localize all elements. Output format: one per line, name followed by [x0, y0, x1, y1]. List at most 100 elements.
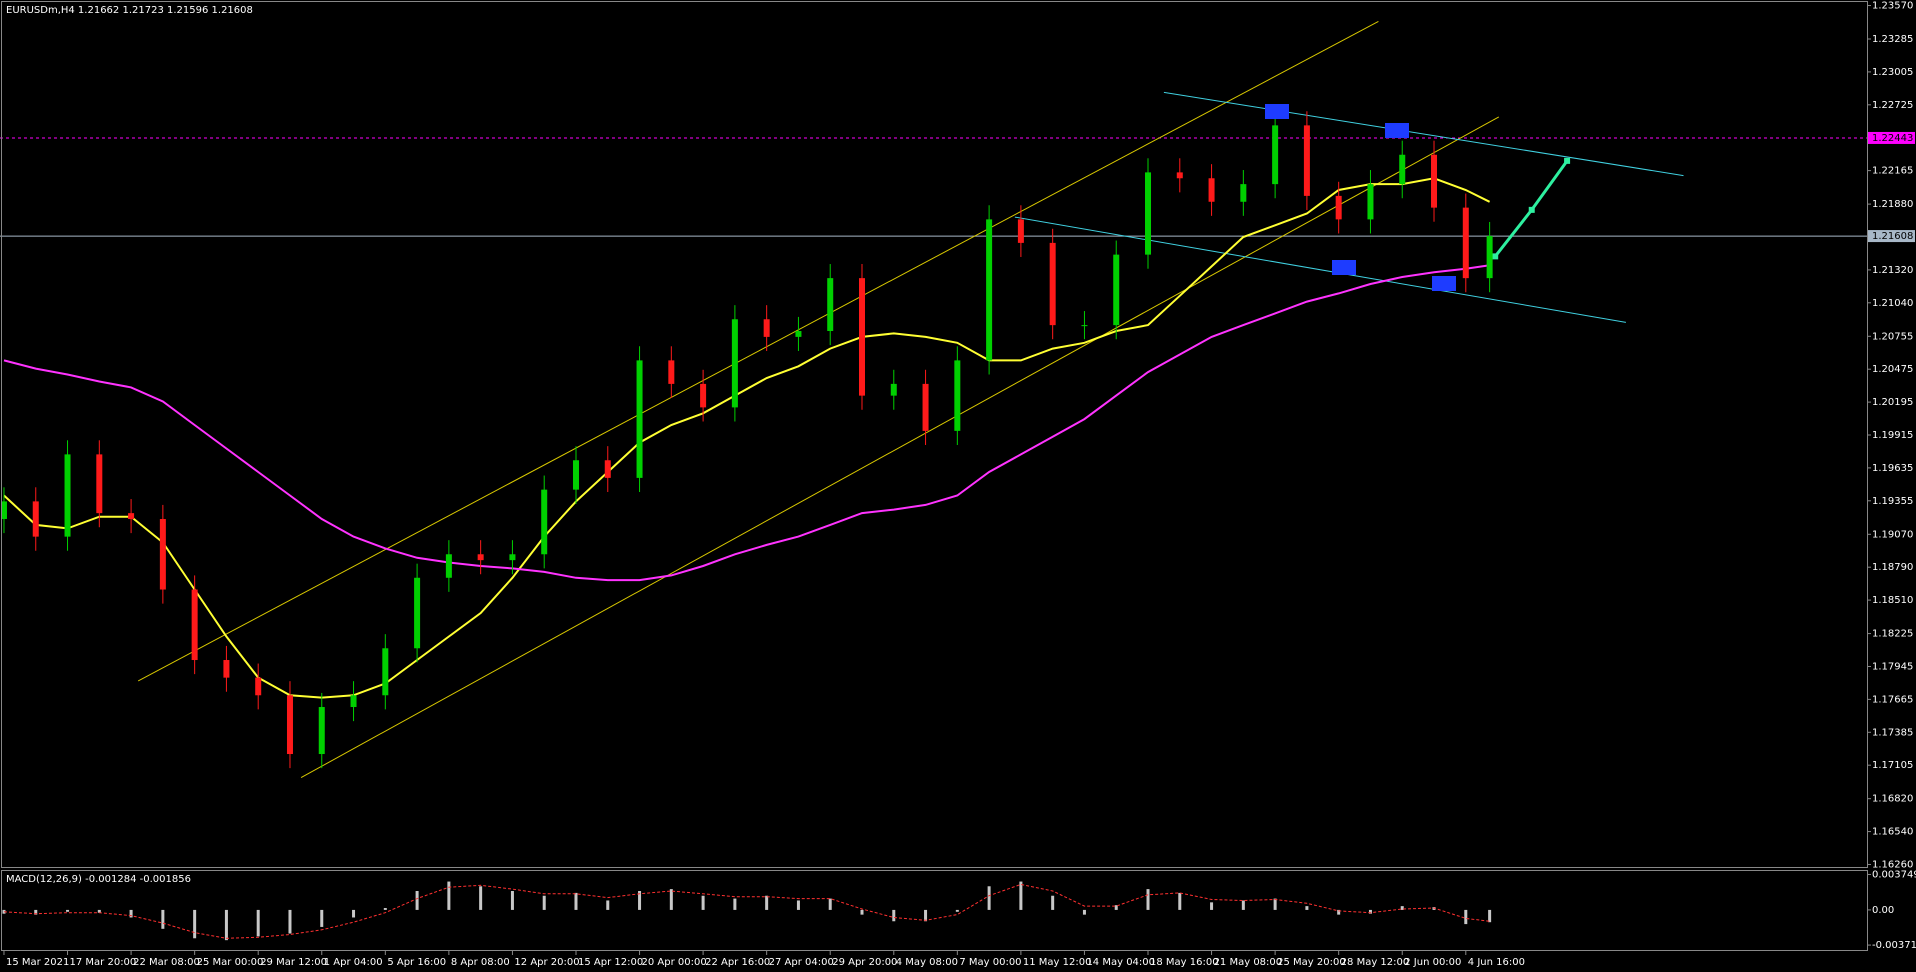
- macd-bar: [828, 898, 832, 910]
- candle-body: [1367, 184, 1374, 220]
- candle-body: [350, 695, 357, 708]
- x-tick-label: 25 Mar 00:00: [197, 957, 264, 968]
- macd-bar: [352, 909, 356, 918]
- macd-bar: [1464, 909, 1468, 925]
- candle-body: [700, 383, 707, 408]
- y-tick-label: 1.16260: [1872, 859, 1913, 870]
- candle-body: [1240, 184, 1247, 202]
- macd-bar: [447, 881, 451, 910]
- candle-body: [1049, 242, 1056, 326]
- candle-body: [382, 648, 389, 696]
- x-tick-label: 8 Apr 08:00: [451, 957, 510, 968]
- macd-bar: [1178, 892, 1182, 910]
- candle-body: [763, 319, 770, 337]
- macd-bar: [574, 892, 578, 910]
- macd-bar: [638, 891, 642, 910]
- y-tick-label: 1.16540: [1872, 827, 1913, 838]
- macd-bar: [987, 886, 991, 910]
- macd-bar: [320, 909, 324, 927]
- y-tick-label: 1.17105: [1872, 760, 1913, 771]
- x-tick-label: 1 Apr 04:00: [324, 957, 383, 968]
- macd-bar: [1019, 881, 1023, 910]
- macd-bar: [1146, 889, 1150, 910]
- macd-bar: [1051, 895, 1055, 910]
- macd-bar: [1368, 909, 1372, 914]
- candle-body: [1486, 236, 1493, 279]
- candle-body: [509, 554, 516, 561]
- y-tick-label: 1.20195: [1872, 397, 1913, 408]
- moving-average: [3, 264, 1490, 582]
- macd-bar: [510, 891, 514, 910]
- macd-bar: [479, 886, 483, 910]
- macd-y-tick-label: 0.00: [1872, 905, 1894, 916]
- macd-bar: [1210, 902, 1214, 910]
- macd-bar: [415, 891, 419, 910]
- macd-bar: [542, 895, 546, 910]
- y-tick-label: 1.22725: [1872, 100, 1913, 111]
- candle-body: [64, 454, 71, 537]
- y-tick-label: 1.16820: [1872, 794, 1913, 805]
- y-tick-label: 1.21880: [1872, 199, 1913, 210]
- macd-bar: [97, 909, 101, 913]
- macd-bar: [66, 909, 70, 912]
- candle-body: [795, 331, 802, 337]
- candle-body: [1145, 172, 1152, 255]
- macd-title: MACD(12,26,9) -0.001284 -0.001856: [6, 874, 191, 885]
- candle-body: [0, 501, 7, 520]
- trendline: [1014, 216, 1626, 323]
- x-tick-label: 22 Apr 16:00: [705, 957, 770, 968]
- x-tick-label: 15 Apr 12:00: [578, 957, 643, 968]
- macd-bar: [383, 908, 387, 910]
- macd-y-tick-label: 0.003749: [1872, 869, 1916, 880]
- macd-bar: [2, 909, 6, 914]
- candle-body: [827, 278, 834, 332]
- candle-body: [668, 360, 675, 384]
- macd-bar: [669, 889, 673, 910]
- macd-bar: [860, 909, 864, 915]
- y-tick-label: 1.20475: [1872, 364, 1913, 375]
- macd-bar: [129, 909, 133, 918]
- candle-body: [1272, 125, 1279, 185]
- price-line-label: 1.21608: [1872, 231, 1913, 242]
- price-line-label: 1.22443: [1872, 133, 1913, 144]
- macd-bar: [1488, 909, 1492, 923]
- candle-body: [223, 660, 230, 678]
- candle-body: [191, 589, 198, 661]
- y-tick-label: 1.19070: [1872, 529, 1913, 540]
- trendline: [300, 116, 1500, 779]
- candle-body: [1081, 325, 1088, 327]
- y-tick-label: 1.22165: [1872, 166, 1913, 177]
- marker-box: [1265, 104, 1289, 119]
- candle-body: [1176, 172, 1183, 179]
- trendline: [1163, 91, 1684, 177]
- macd-bar: [733, 898, 737, 910]
- marker-box: [1385, 123, 1409, 138]
- candle-body: [572, 460, 579, 490]
- candle-body: [1335, 195, 1342, 220]
- x-tick-label: 21 May 08:00: [1214, 957, 1283, 968]
- y-tick-label: 1.21040: [1872, 298, 1913, 309]
- candle-body: [477, 554, 484, 561]
- y-tick-label: 1.23285: [1872, 34, 1913, 45]
- trendline-point: [1528, 206, 1535, 213]
- macd-bar: [924, 909, 928, 922]
- y-tick-label: 1.18790: [1872, 562, 1913, 573]
- macd-bar: [606, 900, 610, 910]
- candle-body: [128, 513, 135, 520]
- macd-bar: [765, 895, 769, 910]
- candle-body: [731, 319, 738, 408]
- macd-bar: [1114, 905, 1118, 910]
- x-tick-label: 4 Jun 16:00: [1468, 957, 1525, 968]
- candle-body: [604, 460, 611, 478]
- trendline-point: [1564, 157, 1571, 164]
- candle-body: [1462, 207, 1469, 279]
- candle-body: [414, 577, 421, 649]
- macd-y-tick-label: -0.003719: [1872, 940, 1916, 951]
- y-tick-label: 1.21320: [1872, 265, 1913, 276]
- candle-body: [286, 695, 293, 755]
- candle-body: [445, 554, 452, 578]
- x-tick-label: 29 Apr 20:00: [832, 957, 897, 968]
- candle-body: [1399, 154, 1406, 185]
